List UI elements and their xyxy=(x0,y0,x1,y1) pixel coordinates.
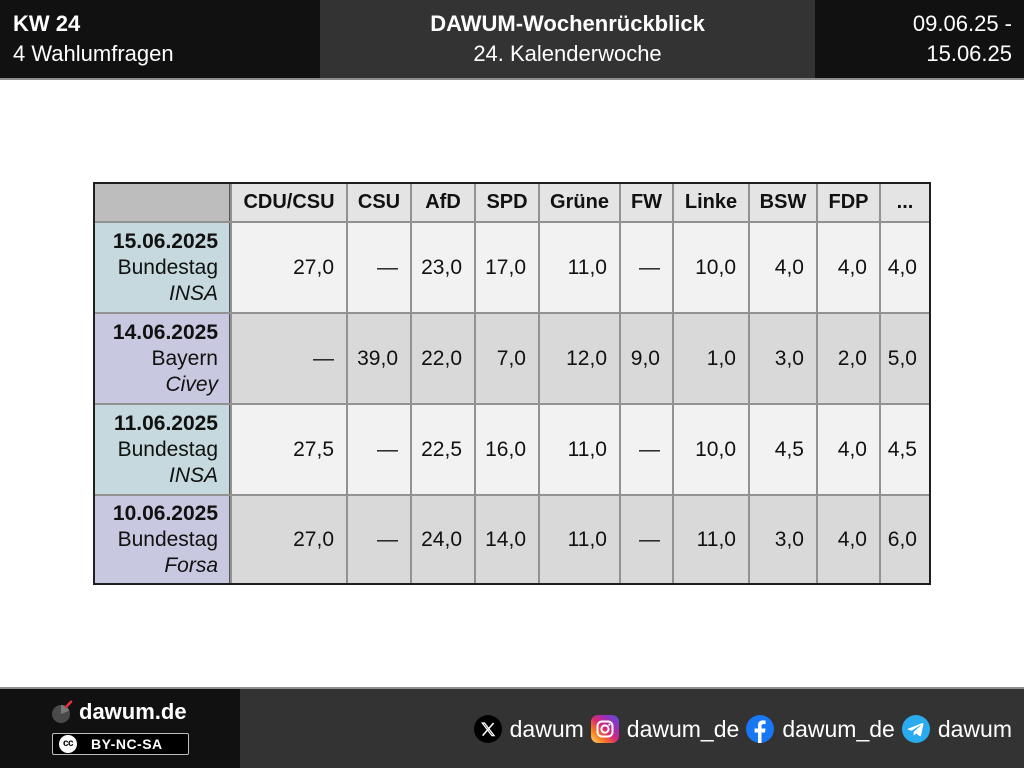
value-cell-linke: 10,0 xyxy=(674,405,748,494)
value-cell-fw: — xyxy=(621,223,672,312)
table-corner-cell xyxy=(95,184,230,221)
value-cell-grune: 11,0 xyxy=(540,405,619,494)
column-header-csu: CSU xyxy=(348,184,410,221)
date-from: 09.06.25 - xyxy=(912,11,1012,36)
license-badge: cc BY-NC-SA xyxy=(52,733,189,755)
value-cell-cdu-csu: — xyxy=(232,314,346,403)
poll-institute: Civey xyxy=(165,372,218,396)
value-cell-more: 4,5 xyxy=(881,405,929,494)
value-cell-spd: 16,0 xyxy=(476,405,538,494)
column-header-spd: SPD xyxy=(476,184,538,221)
value-cell-csu: — xyxy=(348,496,410,583)
social-links: dawum dawum_de dawum_de xyxy=(240,689,1024,768)
social-handle-facebook: dawum_de xyxy=(782,715,895,742)
site-link[interactable]: dawum.de xyxy=(79,699,187,724)
value-cell-afd: 24,0 xyxy=(412,496,474,583)
value-cell-grune: 11,0 xyxy=(540,223,619,312)
cc-icon: cc xyxy=(59,735,77,753)
value-cell-linke: 11,0 xyxy=(674,496,748,583)
value-cell-spd: 7,0 xyxy=(476,314,538,403)
value-cell-spd: 17,0 xyxy=(476,223,538,312)
x-icon xyxy=(473,714,502,743)
value-cell-more: 6,0 xyxy=(881,496,929,583)
social-handle-x: dawum xyxy=(509,715,584,742)
date-range: 09.06.25 - 15.06.25 xyxy=(815,0,1024,78)
poll-date: 15.06.2025 xyxy=(112,229,218,253)
calendar-week: KW 24 xyxy=(13,11,81,36)
facebook-icon xyxy=(746,714,775,743)
social-link-instagram[interactable]: dawum_de xyxy=(590,714,740,743)
value-cell-linke: 10,0 xyxy=(674,223,748,312)
poll-institute: Forsa xyxy=(164,553,218,577)
value-cell-more: 4,0 xyxy=(881,223,929,312)
value-cell-grune: 12,0 xyxy=(540,314,619,403)
column-header-afd: AfD xyxy=(412,184,474,221)
title-block: DAWUM-Wochenrückblick 24. Kalenderwoche xyxy=(320,0,815,78)
instagram-icon xyxy=(590,714,619,743)
value-cell-linke: 1,0 xyxy=(674,314,748,403)
value-cell-csu: — xyxy=(348,223,410,312)
license-label: BY-NC-SA xyxy=(91,736,163,752)
social-link-facebook[interactable]: dawum_de xyxy=(746,714,895,743)
value-cell-fdp: 4,0 xyxy=(818,405,879,494)
value-cell-bsw: 4,5 xyxy=(750,405,816,494)
poll-institute: INSA xyxy=(168,463,218,487)
poll-institute: INSA xyxy=(168,281,218,305)
column-header-bsw: BSW xyxy=(750,184,816,221)
value-cell-bsw: 3,0 xyxy=(750,314,816,403)
value-cell-fdp: 4,0 xyxy=(818,496,879,583)
page-subtitle: 24. Kalenderwoche xyxy=(473,41,662,66)
column-header-fdp: FDP xyxy=(818,184,879,221)
value-cell-fw: 9,0 xyxy=(621,314,672,403)
value-cell-cdu-csu: 27,0 xyxy=(232,496,346,583)
value-cell-spd: 14,0 xyxy=(476,496,538,583)
poll-date: 10.06.2025 xyxy=(112,501,218,525)
value-cell-afd: 22,0 xyxy=(412,314,474,403)
poll-label-cell: 15.06.2025 Bundestag INSA xyxy=(95,223,230,312)
brand-block: dawum.de cc BY-NC-SA xyxy=(0,689,240,768)
social-link-x[interactable]: dawum xyxy=(473,714,584,743)
poll-label-cell: 10.06.2025 Bundestag Forsa xyxy=(95,496,230,583)
value-cell-more: 5,0 xyxy=(881,314,929,403)
poll-date: 11.06.2025 xyxy=(114,411,218,435)
poll-date: 14.06.2025 xyxy=(112,320,218,344)
week-info: KW 24 4 Wahlumfragen xyxy=(0,0,320,78)
value-cell-afd: 22,5 xyxy=(412,405,474,494)
column-header-grune: Grüne xyxy=(540,184,619,221)
telegram-icon xyxy=(901,714,930,743)
value-cell-bsw: 4,0 xyxy=(750,223,816,312)
social-handle-telegram: dawum xyxy=(937,715,1012,742)
top-bar: KW 24 4 Wahlumfragen DAWUM-Wochenrückbli… xyxy=(0,0,1024,80)
value-cell-fdp: 2,0 xyxy=(818,314,879,403)
poll-parliament: Bundestag xyxy=(117,437,218,461)
value-cell-afd: 23,0 xyxy=(412,223,474,312)
poll-label-cell: 14.06.2025 Bayern Civey xyxy=(95,314,230,403)
column-header-fw: FW xyxy=(621,184,672,221)
footer-bar: dawum.de cc BY-NC-SA dawum dawum_de xyxy=(0,687,1024,768)
value-cell-grune: 11,0 xyxy=(540,496,619,583)
value-cell-fdp: 4,0 xyxy=(818,223,879,312)
social-link-telegram[interactable]: dawum xyxy=(901,714,1012,743)
poll-parliament: Bayern xyxy=(151,346,218,370)
page-title: DAWUM-Wochenrückblick xyxy=(430,11,705,36)
column-header-linke: Linke xyxy=(674,184,748,221)
value-cell-fw: — xyxy=(621,496,672,583)
poll-parliament: Bundestag xyxy=(117,527,218,551)
dawum-logo-icon xyxy=(52,700,73,723)
instagram-glyph xyxy=(596,720,614,737)
value-cell-cdu-csu: 27,0 xyxy=(232,223,346,312)
value-cell-csu: — xyxy=(348,405,410,494)
value-cell-cdu-csu: 27,5 xyxy=(232,405,346,494)
poll-table: CDU/CSU CSU AfD SPD Grüne FW Linke BSW FDP... 15.… xyxy=(93,182,931,585)
social-handle-instagram: dawum_de xyxy=(626,715,740,742)
date-to: 15.06.25 xyxy=(926,41,1012,66)
value-cell-bsw: 3,0 xyxy=(750,496,816,583)
poll-label-cell: 11.06.2025 Bundestag INSA xyxy=(95,405,230,494)
column-header-cdu-csu: CDU/CSU xyxy=(232,184,346,221)
value-cell-csu: 39,0 xyxy=(348,314,410,403)
poll-count: 4 Wahlumfragen xyxy=(13,41,174,66)
value-cell-fw: — xyxy=(621,405,672,494)
poll-parliament: Bundestag xyxy=(117,255,218,279)
column-header-more: ... xyxy=(881,184,929,221)
